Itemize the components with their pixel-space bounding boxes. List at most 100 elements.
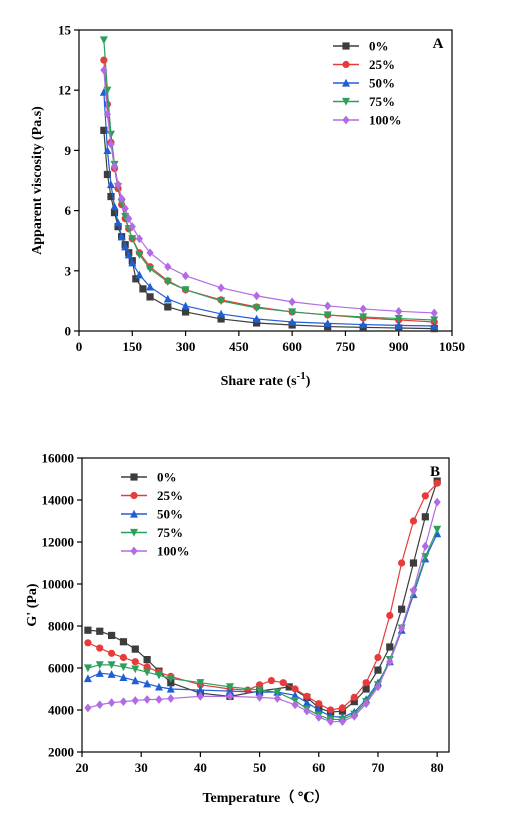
chart-panel-a: 0 150 300 450 600 750 900 1050 0 3 6 9 12 15 Share rat…	[30, 23, 465, 390]
data-point	[433, 525, 442, 534]
x-tick-label: 300	[176, 339, 196, 354]
y-tick-label: 4000	[48, 703, 74, 718]
data-point	[394, 321, 403, 329]
data-point	[96, 644, 104, 652]
series-100-percent	[100, 65, 438, 318]
legend-label: 75%	[157, 525, 183, 540]
x-tick-label: 750	[336, 339, 356, 354]
data-point	[83, 664, 92, 673]
legend-marker	[342, 60, 350, 69]
data-point	[386, 657, 394, 667]
legend-marker	[130, 491, 138, 500]
data-point	[359, 320, 368, 329]
y-tick-label: 6000	[48, 661, 74, 676]
data-point	[362, 679, 370, 687]
data-point	[95, 661, 104, 670]
data-point	[196, 691, 204, 701]
data-point	[107, 670, 116, 678]
data-point	[167, 694, 175, 703]
legend-marker	[342, 42, 350, 50]
legend-label: 0%	[369, 39, 389, 54]
data-point	[107, 192, 115, 201]
data-point	[288, 297, 296, 307]
data-point	[84, 626, 92, 634]
data-point	[217, 297, 226, 306]
data-point	[288, 308, 297, 317]
data-point	[226, 691, 234, 701]
data-point	[154, 682, 163, 691]
data-point	[119, 653, 128, 662]
data-point	[103, 146, 112, 154]
chart-panel-b: 20 30 40 50 60 70 80 2000 4000 6000 8000 10000 12000…	[25, 451, 450, 806]
data-point	[121, 204, 129, 213]
data-point	[255, 686, 264, 695]
data-point	[225, 683, 234, 692]
data-point	[267, 677, 276, 685]
legend-marker	[342, 115, 350, 125]
data-point	[107, 631, 116, 640]
data-point	[110, 209, 119, 217]
data-point	[273, 694, 281, 703]
series-0-percent	[100, 126, 438, 333]
data-point	[323, 311, 332, 320]
data-point	[100, 56, 108, 64]
data-point	[118, 194, 126, 203]
data-point	[135, 251, 144, 259]
data-point	[131, 696, 139, 705]
y-tick-label: 8000	[48, 619, 74, 634]
y-tick-label: 12	[58, 83, 71, 98]
data-point	[119, 673, 128, 682]
legend: 0% 25% 50% 75% 100%	[121, 470, 190, 559]
data-point	[394, 314, 403, 323]
y-tick-label: 15	[58, 23, 72, 38]
data-point	[433, 479, 441, 487]
data-point	[146, 282, 155, 291]
data-point	[125, 214, 133, 224]
data-point	[128, 258, 137, 267]
x-tick-label: 20	[76, 760, 89, 775]
data-point	[409, 585, 418, 595]
x-axis-title: Share rate (s-1)	[221, 370, 311, 389]
x-tick-label: 600	[282, 339, 302, 354]
x-tick-label: 80	[431, 760, 444, 775]
series-100-percent	[84, 497, 441, 726]
data-point	[114, 180, 122, 189]
data-point	[253, 319, 261, 327]
data-point	[196, 679, 205, 687]
data-point	[154, 671, 163, 680]
data-point	[255, 693, 264, 702]
data-point	[273, 688, 282, 697]
data-point	[146, 265, 155, 273]
legend-label: 50%	[157, 507, 183, 522]
data-point	[181, 301, 190, 310]
data-point	[103, 109, 112, 119]
data-point	[374, 682, 382, 692]
data-point	[84, 703, 92, 713]
data-point	[421, 492, 429, 500]
data-point	[244, 686, 252, 694]
x-tick-label: 150	[123, 339, 143, 354]
y-tick-label: 2000	[48, 745, 74, 760]
legend-label: 0%	[157, 470, 177, 485]
data-point	[181, 286, 190, 295]
legend-label: 25%	[369, 57, 395, 72]
data-point	[395, 306, 403, 316]
data-point	[196, 685, 205, 694]
data-point	[128, 222, 136, 232]
data-point	[217, 283, 225, 293]
data-point	[114, 218, 123, 227]
y-tick-label: 3	[65, 263, 72, 278]
data-point	[324, 301, 332, 311]
x-tick-label: 70	[371, 760, 384, 775]
data-point	[303, 706, 311, 716]
data-point	[350, 693, 358, 702]
data-point	[279, 679, 287, 687]
data-point	[96, 700, 104, 710]
data-point	[386, 643, 394, 651]
data-point	[315, 712, 323, 722]
data-point	[166, 674, 175, 683]
data-point	[327, 717, 335, 726]
data-point	[143, 695, 151, 704]
data-point	[323, 319, 332, 327]
data-point	[107, 661, 116, 670]
